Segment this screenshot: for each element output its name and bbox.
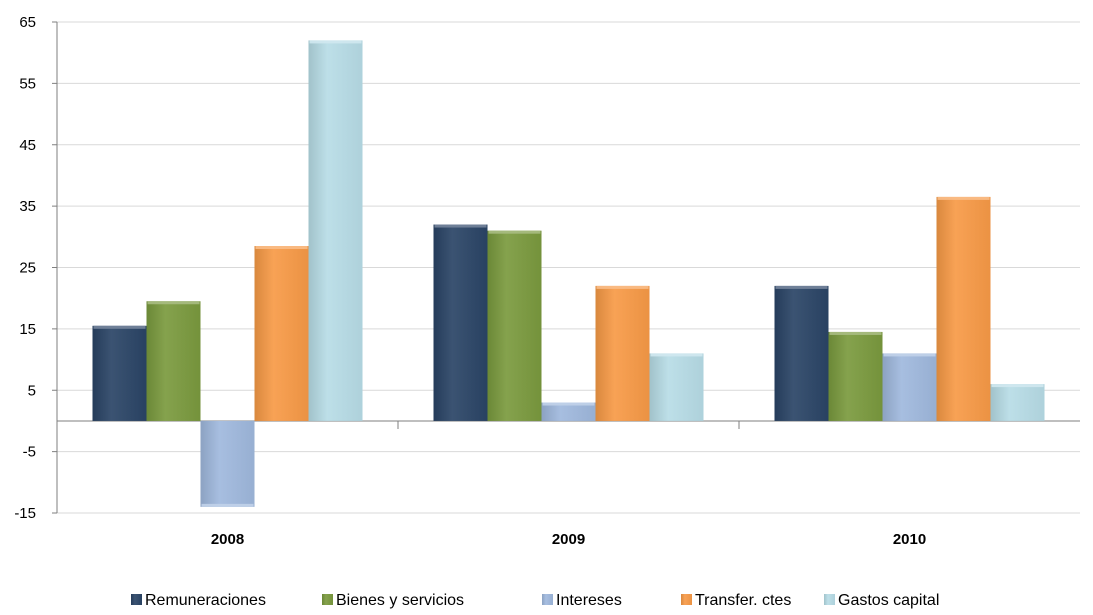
y-tick-label: 65 xyxy=(19,14,36,31)
bar-highlight xyxy=(256,246,308,249)
bar-highlight xyxy=(597,286,649,289)
bar-highlight xyxy=(543,403,595,406)
legend-item: Intereses xyxy=(542,592,622,609)
bar-highlight xyxy=(202,504,254,507)
bar-highlight xyxy=(938,197,990,200)
x-category-label: 2009 xyxy=(552,531,585,548)
bar xyxy=(991,384,1045,421)
legend-swatch xyxy=(824,594,835,605)
bar-highlight xyxy=(94,326,146,329)
bar-highlight xyxy=(310,40,362,43)
legend-swatch xyxy=(322,594,333,605)
y-tick-label: -5 xyxy=(23,444,36,461)
bar xyxy=(937,197,991,421)
legend-item: Remuneraciones xyxy=(131,592,266,609)
bar-highlight xyxy=(489,231,541,234)
bar xyxy=(434,225,488,421)
legend-swatch xyxy=(681,594,692,605)
y-tick-label: 35 xyxy=(19,198,36,215)
y-tick-label: 25 xyxy=(19,260,36,277)
x-category-label: 2010 xyxy=(893,531,926,548)
x-category-label: 2008 xyxy=(211,531,244,548)
legend-label: Transfer. ctes xyxy=(695,592,791,609)
legend-item: Bienes y servicios xyxy=(322,592,464,609)
legend-label: Bienes y servicios xyxy=(336,592,464,609)
legend: Remuneraciones Bienes y servicios Interese… xyxy=(131,592,939,609)
y-tick-label: -15 xyxy=(14,505,36,522)
legend-label: Remuneraciones xyxy=(145,592,266,609)
y-tick-labels: 65 55 45 35 25 15 5 -5 -15 xyxy=(14,14,36,522)
legend-label: Intereses xyxy=(556,592,622,609)
bar xyxy=(255,246,309,421)
legend-item: Gastos capital xyxy=(824,592,939,609)
bar xyxy=(775,286,829,421)
bar xyxy=(309,40,363,421)
bar-highlight xyxy=(830,332,882,335)
bar xyxy=(93,326,147,421)
legend-item: Transfer. ctes xyxy=(681,592,791,609)
bar-highlight xyxy=(651,353,703,356)
bar xyxy=(147,301,201,421)
legend-swatch xyxy=(131,594,142,605)
bar xyxy=(829,332,883,421)
legend-swatch xyxy=(542,594,553,605)
x-category-labels: 2008 2009 2010 xyxy=(211,531,926,548)
bar xyxy=(596,286,650,421)
bar-highlight xyxy=(776,286,828,289)
y-tick-label: 55 xyxy=(19,75,36,92)
bar xyxy=(883,353,937,421)
bar xyxy=(201,421,255,507)
bar-highlight xyxy=(148,301,200,304)
bar-highlight xyxy=(992,384,1044,387)
bars xyxy=(93,40,1045,506)
bar xyxy=(650,353,704,421)
y-tick-label: 15 xyxy=(19,321,36,338)
y-tick-label: 5 xyxy=(28,382,36,399)
bar-highlight xyxy=(884,353,936,356)
bar-highlight xyxy=(435,225,487,228)
legend-label: Gastos capital xyxy=(838,592,939,609)
y-tick-label: 45 xyxy=(19,137,36,154)
bar xyxy=(488,231,542,421)
